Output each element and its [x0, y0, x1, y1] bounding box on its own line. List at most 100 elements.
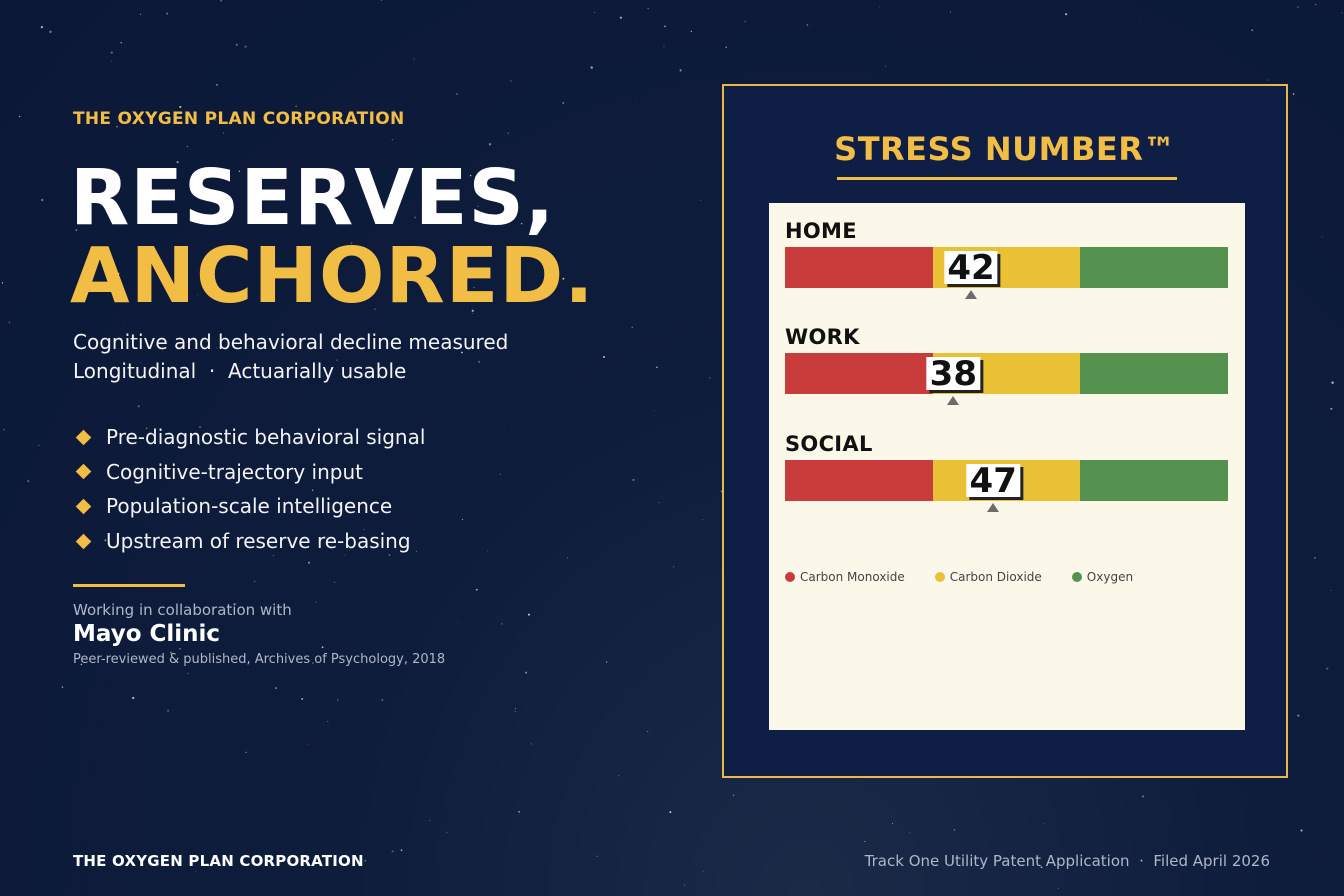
star: [327, 720, 329, 723]
star: [525, 671, 528, 674]
star: [909, 832, 911, 834]
star: [1065, 13, 1068, 16]
star: [669, 811, 672, 814]
star: [744, 20, 746, 23]
gauge-bar: 38: [785, 353, 1228, 405]
star: [456, 623, 458, 625]
star: [951, 860, 954, 863]
star: [235, 603, 237, 605]
star: [18, 115, 21, 118]
gauge-zone-segment: [1080, 353, 1228, 394]
legend-dot-icon: [1071, 572, 1082, 582]
star: [590, 66, 593, 69]
star: [104, 539, 107, 542]
collaboration-note: Peer-reviewed & published, Archives of P…: [73, 652, 446, 667]
star: [414, 216, 417, 219]
star: [654, 410, 656, 412]
star: [618, 775, 620, 777]
star: [117, 272, 120, 275]
star: [488, 143, 492, 146]
star: [806, 24, 809, 26]
gauge-zone-segment: [1080, 247, 1228, 288]
legend-label: Carbon Dioxide: [949, 570, 1042, 584]
feature-item: Pre-diagnostic behavioral signal: [73, 420, 425, 455]
star: [632, 478, 635, 481]
star: [179, 647, 181, 650]
subheadline-line-1: Cognitive and behavioral decline measure…: [73, 330, 509, 354]
star: [510, 80, 512, 82]
star: [374, 308, 376, 310]
star: [1321, 236, 1323, 238]
footer-patent-note: Track One Utility Patent Application · F…: [864, 852, 1270, 870]
star: [1, 282, 4, 284]
collaboration-partner: Mayo Clinic: [73, 621, 221, 647]
gauge-bar: 42: [785, 247, 1228, 299]
star: [308, 743, 310, 745]
star: [709, 377, 711, 379]
gauge-value-label: 38: [926, 357, 980, 391]
star: [198, 443, 200, 446]
star: [566, 557, 569, 559]
star: [521, 223, 523, 225]
stress-number-panel: STRESS NUMBER™ Carbon Monoxide Carbon Dio…: [722, 84, 1288, 778]
star: [415, 551, 417, 552]
star: [80, 663, 83, 666]
star: [336, 359, 338, 362]
star: [137, 405, 140, 408]
star: [49, 30, 52, 33]
subheadline: Cognitive and behavioral decline measure…: [73, 328, 508, 386]
star: [518, 810, 521, 813]
star: [344, 554, 346, 556]
star: [1300, 829, 1303, 832]
star: [197, 294, 199, 296]
star: [702, 870, 704, 872]
feature-list: Pre-diagnostic behavioral signal Cogniti…: [73, 420, 425, 558]
star: [1040, 866, 1043, 869]
star: [403, 437, 405, 439]
star: [1297, 714, 1300, 717]
legend-dot-icon: [934, 572, 945, 582]
gauge-row-label: WORK: [785, 325, 860, 349]
feature-item: Upstream of reserve re-basing: [73, 524, 425, 559]
star: [606, 661, 608, 663]
legend-item: Carbon Monoxide: [785, 570, 905, 584]
star: [312, 662, 314, 664]
star: [631, 326, 633, 329]
star: [364, 859, 367, 862]
star: [220, 0, 223, 2]
star: [391, 139, 393, 141]
legend-label: Carbon Monoxide: [800, 570, 905, 584]
star: [38, 444, 40, 447]
star: [953, 828, 956, 831]
gauge-marker-triangle-icon: [965, 290, 978, 299]
feature-text: Cognitive-trajectory input: [106, 459, 364, 484]
star: [647, 7, 649, 9]
star: [413, 58, 415, 60]
star: [245, 751, 247, 754]
star: [702, 519, 704, 521]
legend-dot-icon: [785, 572, 795, 582]
star: [1057, 887, 1059, 889]
star: [268, 472, 270, 474]
star: [254, 580, 256, 582]
star: [145, 427, 148, 430]
accent-divider: [73, 584, 185, 587]
star: [380, 0, 383, 1]
star: [363, 529, 365, 530]
diamond-bullet-icon: [75, 429, 92, 446]
star: [1315, 4, 1317, 6]
star: [186, 145, 188, 147]
star: [350, 242, 353, 244]
headline-line-2: ANCHORED.: [70, 232, 595, 321]
star: [140, 362, 142, 364]
star: [195, 870, 197, 872]
star: [507, 132, 509, 134]
star: [61, 686, 64, 688]
star: [158, 169, 161, 171]
star: [725, 46, 727, 48]
star: [619, 16, 622, 19]
star: [120, 41, 122, 44]
star: [1314, 557, 1316, 559]
star: [475, 588, 478, 591]
star: [273, 555, 275, 557]
